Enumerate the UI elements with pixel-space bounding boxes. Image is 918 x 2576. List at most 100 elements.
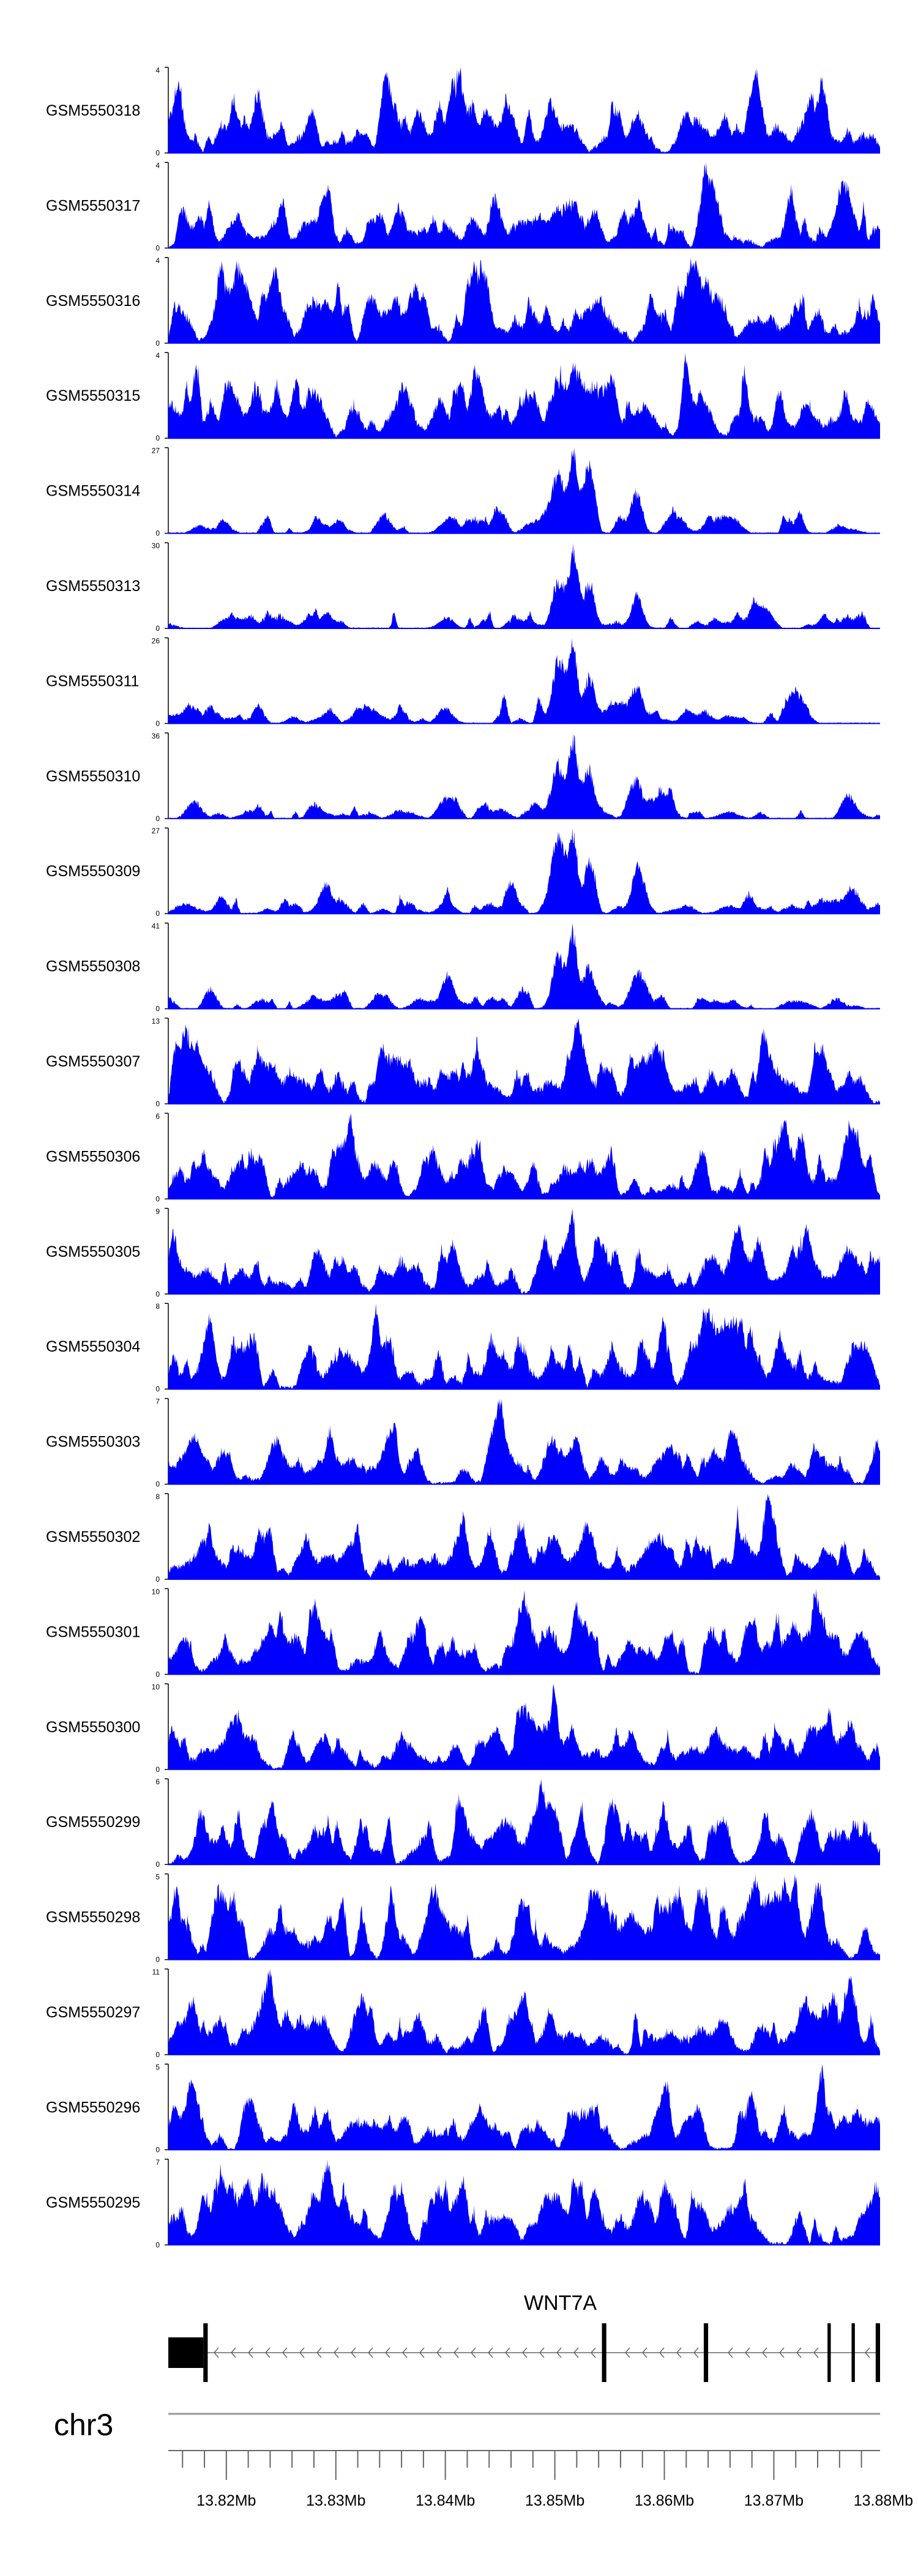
- track-GSM5550313: GSM5550313 30 0: [46, 542, 880, 633]
- track-ymax-label: 4: [155, 351, 160, 360]
- coverage-area: [168, 923, 880, 1009]
- coverage-area: [168, 1208, 880, 1294]
- track-ymax-label: 36: [152, 732, 160, 740]
- track-GSM5550311: GSM5550311 26 0: [46, 636, 880, 728]
- track-GSM5550298: GSM5550298 5 0: [46, 1873, 880, 1964]
- track-ymax-label: 5: [155, 1873, 160, 1882]
- track-ymin-label: 0: [155, 1480, 160, 1489]
- strand-chevron: [334, 2347, 339, 2358]
- track-ymax-label: 11: [152, 1968, 160, 1976]
- track-GSM5550299: GSM5550299 6 0: [46, 1778, 880, 1869]
- track-label: GSM5550297: [46, 2004, 140, 2021]
- coverage-area: [168, 1588, 880, 1675]
- track-GSM5550315: GSM5550315 4 0: [46, 351, 880, 442]
- track-label: GSM5550306: [46, 1148, 140, 1165]
- coverage-area: [168, 2159, 880, 2245]
- exon-block: [703, 2323, 709, 2382]
- track-GSM5550302: GSM5550302 8 0: [46, 1492, 880, 1584]
- track-ymax-label: 26: [152, 636, 160, 645]
- track-ymax-label: 10: [152, 1683, 160, 1691]
- strand-chevron: [642, 2347, 647, 2358]
- track-ymax-label: 7: [155, 2158, 160, 2167]
- track-ymin-label: 0: [155, 1670, 160, 1678]
- coverage-area: [168, 67, 880, 153]
- track-label: GSM5550296: [46, 2099, 140, 2116]
- track-ymin-label: 0: [155, 624, 160, 633]
- x-tick-label: 13.83Mb: [306, 2492, 365, 2509]
- track-ymin-label: 0: [155, 434, 160, 442]
- strand-chevron: [745, 2347, 750, 2358]
- strand-chevron: [865, 2347, 870, 2358]
- track-label: GSM5550314: [46, 483, 140, 500]
- exon-block: [602, 2323, 606, 2382]
- strand-chevron: [402, 2347, 408, 2358]
- coverage-area: [168, 447, 880, 534]
- track-ymax-label: 6: [155, 1112, 160, 1120]
- track-ymax-label: 7: [155, 1398, 160, 1406]
- track-label: GSM5550299: [46, 1814, 140, 1831]
- strand-chevron: [265, 2347, 271, 2358]
- exon-block: [875, 2323, 880, 2382]
- exon-block: [203, 2323, 208, 2382]
- x-tick-label: 13.86Mb: [635, 2492, 694, 2509]
- strand-chevron: [299, 2347, 305, 2358]
- track-ymin-label: 0: [155, 2241, 160, 2249]
- strand-chevron: [471, 2347, 476, 2358]
- track-ymax-label: 5: [155, 2063, 160, 2071]
- coverage-area: [168, 732, 880, 819]
- track-GSM5550318: GSM5550318 4 0: [46, 66, 880, 157]
- strand-chevron: [505, 2347, 510, 2358]
- track-GSM5550306: GSM5550306 6 0: [46, 1112, 880, 1203]
- strand-chevron: [813, 2347, 819, 2358]
- utr-block: [168, 2337, 204, 2368]
- track-ymin-label: 0: [155, 1290, 160, 1298]
- track-label: GSM5550315: [46, 387, 140, 404]
- track-GSM5550304: GSM5550304 8 0: [46, 1302, 880, 1393]
- track-ymin-label: 0: [155, 1765, 160, 1774]
- track-label: GSM5550301: [46, 1623, 140, 1640]
- track-ymax-label: 41: [152, 922, 160, 931]
- strand-chevron: [762, 2347, 767, 2358]
- track-GSM5550297: GSM5550297 11 0: [46, 1968, 880, 2059]
- track-ymax-label: 8: [155, 1302, 160, 1311]
- track-ymin-label: 0: [155, 1005, 160, 1013]
- track-ymin-label: 0: [155, 2145, 160, 2154]
- coverage-area: [168, 1113, 880, 1199]
- coverage-area: [168, 1398, 880, 1484]
- strand-chevron: [573, 2347, 579, 2358]
- track-ymin-label: 0: [155, 339, 160, 348]
- track-GSM5550301: GSM5550301 10 0: [46, 1587, 880, 1678]
- coverage-area: [168, 162, 880, 248]
- strand-chevron: [625, 2347, 630, 2358]
- genome-axis: 13.82Mb 13.83Mb 13.84Mb 13.85Mb 13.86Mb 13.87…: [168, 2450, 913, 2509]
- coverage-area: [168, 1874, 880, 1960]
- track-label: GSM5550318: [46, 102, 140, 119]
- coverage-area: [168, 1018, 880, 1104]
- track-GSM5550300: GSM5550300 10 0: [46, 1683, 880, 1774]
- track-label: GSM5550309: [46, 863, 140, 880]
- x-tick-label: 13.87Mb: [744, 2492, 804, 2509]
- track-ymin-label: 0: [155, 2050, 160, 2059]
- track-ymin-label: 0: [155, 1860, 160, 1869]
- coverage-area: [168, 1303, 880, 1390]
- track-ymin-label: 0: [155, 1385, 160, 1393]
- track-label: GSM5550310: [46, 768, 140, 785]
- track-GSM5550303: GSM5550303 7 0: [46, 1398, 880, 1489]
- x-tick-label: 13.88Mb: [854, 2492, 913, 2509]
- strand-chevron: [419, 2347, 425, 2358]
- track-GSM5550316: GSM5550316 4 0: [46, 256, 880, 348]
- signal-tracks: GSM555031840GSM555031740GSM555031640GSM5…: [46, 66, 880, 2249]
- coverage-area: [168, 1969, 880, 2055]
- track-ymin-label: 0: [155, 244, 160, 252]
- strand-chevron: [436, 2347, 442, 2358]
- track-ymax-label: 4: [155, 66, 160, 75]
- strand-chevron: [368, 2347, 373, 2358]
- track-label: GSM5550295: [46, 2194, 140, 2211]
- track-ymin-label: 0: [155, 814, 160, 823]
- track-GSM5550307: GSM5550307 13 0: [46, 1017, 880, 1108]
- track-label: GSM5550305: [46, 1243, 140, 1260]
- strand-chevron: [539, 2347, 545, 2358]
- track-ymax-label: 30: [152, 542, 160, 550]
- coverage-area: [168, 638, 880, 724]
- track-ymin-label: 0: [155, 909, 160, 918]
